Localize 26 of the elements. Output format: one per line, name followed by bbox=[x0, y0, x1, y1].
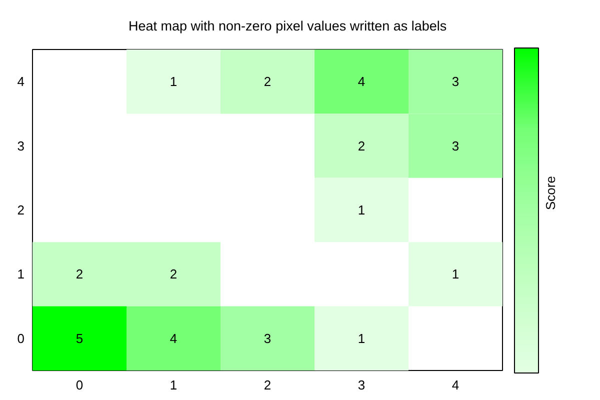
y-tick-label: 3 bbox=[17, 138, 25, 154]
y-tick-label: 0 bbox=[17, 330, 25, 346]
data-label: 3 bbox=[264, 330, 272, 346]
data-label: 2 bbox=[170, 266, 178, 282]
color-bar-title: Score bbox=[543, 176, 558, 210]
data-label: 3 bbox=[452, 138, 460, 154]
data-label: 5 bbox=[76, 330, 84, 346]
x-tick-label: 4 bbox=[452, 378, 460, 392]
data-label: 1 bbox=[170, 74, 178, 90]
chart-title: Heat map with non-zero pixel values written as labels bbox=[128, 18, 447, 34]
y-tick-label: 1 bbox=[17, 266, 25, 282]
x-tick-label: 0 bbox=[76, 378, 84, 392]
data-label: 1 bbox=[358, 202, 366, 218]
data-label: 1 bbox=[358, 330, 366, 346]
data-label: 1 bbox=[452, 266, 460, 282]
y-tick-label: 2 bbox=[17, 202, 25, 218]
y-tick-label: 4 bbox=[17, 74, 25, 90]
data-label: 4 bbox=[170, 330, 178, 346]
data-label: 2 bbox=[358, 138, 366, 154]
x-tick-label: 3 bbox=[358, 378, 366, 392]
x-tick-label: 1 bbox=[170, 378, 178, 392]
data-label: 2 bbox=[264, 74, 272, 90]
data-label: 3 bbox=[452, 74, 460, 90]
data-label: 2 bbox=[76, 266, 84, 282]
x-tick-label: 2 bbox=[264, 378, 272, 392]
data-label: 4 bbox=[358, 74, 366, 90]
